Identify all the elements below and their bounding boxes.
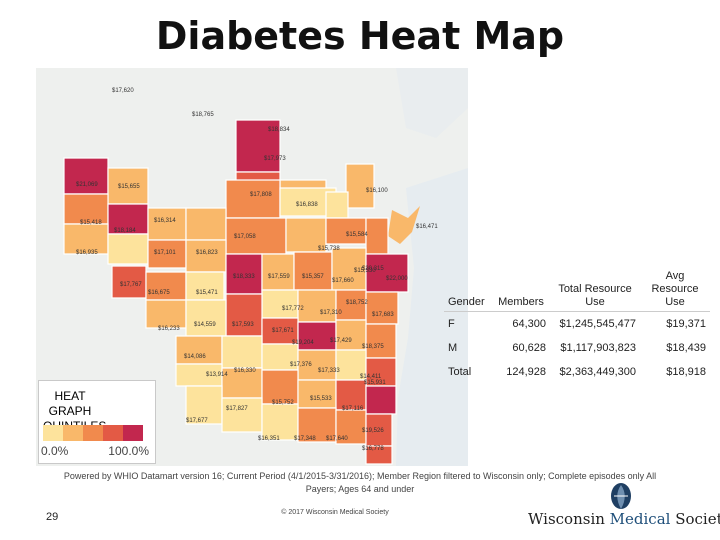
map-label: $16,100 (366, 188, 388, 194)
map-label: $19,526 (362, 428, 384, 434)
map-label: $19,204 (292, 340, 314, 346)
table-row: Total 124,928 $2,363,449,300 $18,918 (444, 360, 710, 384)
map-label: $18,765 (192, 112, 214, 118)
map-label: $15,584 (346, 232, 368, 238)
map-label: $18,184 (114, 228, 136, 234)
map-label: $17,559 (268, 274, 290, 280)
page-number: 29 (46, 511, 59, 523)
cell-gender: F (448, 318, 455, 330)
cell-gender: Total (448, 366, 472, 378)
table-row: F 64,300 $1,245,545,477 $19,371 (444, 312, 710, 337)
logo-word-3: Society (675, 510, 720, 528)
map-label: $18,752 (346, 300, 368, 306)
map-label: $17,333 (318, 368, 340, 374)
map-label: $15,418 (80, 220, 102, 226)
wisconsin-medical-society-logo: Wisconsin Medical Society (528, 480, 720, 532)
gender-summary-table: Gender Members Total Resource Use Avg Re… (444, 268, 710, 384)
map-label: $16,314 (154, 218, 176, 224)
map-label: $17,058 (234, 234, 256, 240)
logo-wordmark: Wisconsin Medical Society (528, 510, 720, 528)
map-label: $15,655 (118, 184, 140, 190)
legend-swatch (123, 425, 143, 441)
map-label: $17,348 (294, 436, 316, 442)
header-members: Members (492, 268, 550, 312)
logo-word-1: Wisconsin (528, 510, 610, 528)
map-label: $17,593 (232, 322, 254, 328)
map-label: $15,471 (196, 290, 218, 296)
map-label: $14,559 (194, 322, 216, 328)
map-label: $15,330 (354, 268, 376, 274)
map-label: $17,101 (154, 250, 176, 256)
map-label: $15,533 (310, 396, 332, 402)
map-label: $21,069 (76, 182, 98, 188)
legend-swatches (43, 425, 143, 441)
cell-members: 124,928 (506, 366, 546, 378)
legend-swatch (43, 425, 63, 441)
map-label: $14,411 (360, 374, 382, 380)
legend-swatch (83, 425, 103, 441)
map-label: $14,086 (184, 354, 206, 360)
map-label: $16,330 (234, 368, 256, 374)
map-label: $17,310 (320, 310, 342, 316)
map-label: $17,772 (282, 306, 304, 312)
cell-members: 64,300 (512, 318, 546, 330)
map-label: $17,640 (326, 436, 348, 442)
map-label: $17,660 (332, 278, 354, 284)
logo-word-2: Medical (609, 510, 671, 528)
map-label: $16,233 (158, 326, 180, 332)
legend-swatch (103, 425, 123, 441)
map-label: $18,375 (362, 344, 384, 350)
table-header-row: Gender Members Total Resource Use Avg Re… (444, 268, 710, 312)
map-label: $17,677 (186, 418, 208, 424)
header-total-resource: Total Resource Use (550, 268, 640, 312)
cell-total-resource: $2,363,449,300 (559, 366, 636, 378)
map-label: $18,834 (268, 127, 290, 133)
map-label: $22,000 (386, 276, 408, 282)
cell-avg-resource: $19,371 (666, 318, 706, 330)
cell-total-resource: $1,117,903,823 (560, 342, 636, 354)
map-label: $16,935 (76, 250, 98, 256)
map-label: $17,671 (272, 328, 294, 334)
map-label: $16,823 (196, 250, 218, 256)
map-label: $15,931 (364, 380, 386, 386)
map-label: $17,376 (290, 362, 312, 368)
cell-avg-resource: $18,439 (666, 342, 706, 354)
map-label: $16,675 (148, 290, 170, 296)
map-label: $16,778 (362, 446, 384, 452)
cell-total-resource: $1,245,545,477 (559, 318, 636, 330)
legend-high-label: 100.0% (108, 444, 149, 458)
map-label: $15,752 (272, 400, 294, 406)
map-label: $15,357 (302, 274, 324, 280)
header-avg-resource: Avg Resource Use (640, 268, 710, 312)
logo-emblem-icon (611, 483, 631, 509)
cell-gender: M (448, 342, 458, 354)
map-label: $16,471 (416, 224, 438, 230)
map-label: $20,315 (362, 266, 384, 272)
map-label: $17,683 (372, 312, 394, 318)
county-map-svg: $17,620 $18,765 $18,834 $17,973 $21,069 … (36, 68, 468, 466)
heat-legend: HEAT GRAPH QUINTILES 0.0% 100.0% (38, 380, 156, 464)
cell-avg-resource: $18,918 (666, 366, 706, 378)
map-label: $13,914 (206, 372, 228, 378)
copyright-text: © 2017 Wisconsin Medical Society (281, 509, 389, 516)
cell-members: 60,628 (512, 342, 546, 354)
map-label: $17,767 (120, 282, 142, 288)
legend-swatch (63, 425, 83, 441)
map-label: $17,973 (264, 156, 286, 162)
legend-low-label: 0.0% (41, 444, 69, 458)
map-label: $17,429 (330, 338, 352, 344)
map-label: $15,738 (318, 246, 340, 252)
map-label: $16,838 (296, 202, 318, 208)
header-gender: Gender (444, 268, 492, 312)
source-footnote: Powered by WHIO Datamart version 16; Cur… (63, 471, 657, 494)
wisconsin-county-map: $17,620 $18,765 $18,834 $17,973 $21,069 … (36, 68, 468, 466)
page-title: Diabetes Heat Map (155, 14, 565, 58)
map-label: $17,808 (250, 192, 272, 198)
map-label: $18,333 (233, 274, 255, 280)
map-label: $17,116 (342, 406, 364, 412)
table-row: M 60,628 $1,117,903,823 $18,439 (444, 336, 710, 360)
map-label: $17,827 (226, 406, 248, 412)
map-label: $16,351 (258, 436, 280, 442)
map-label: $17,620 (112, 88, 134, 94)
